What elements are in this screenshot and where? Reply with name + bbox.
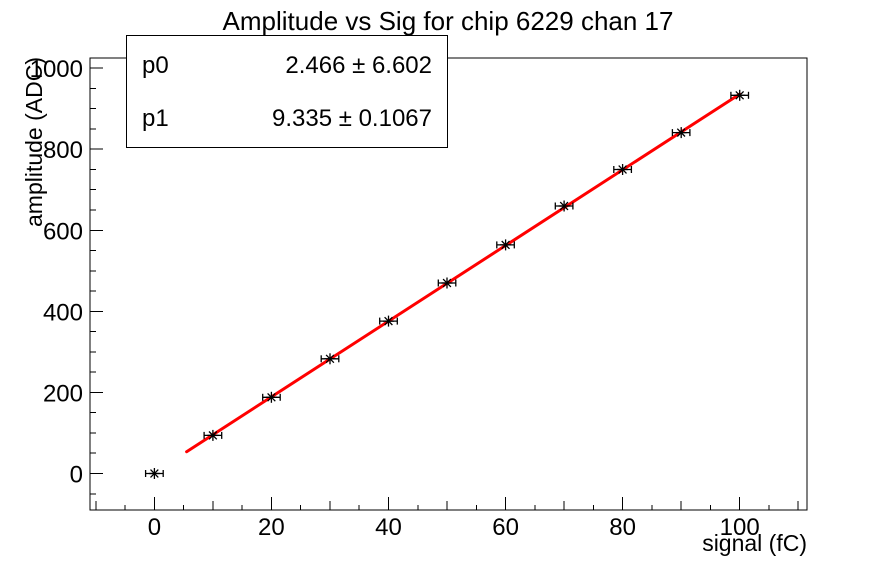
fit-line	[185, 92, 742, 454]
y-axis-title: amplitude (ADC)	[21, 57, 47, 227]
param-name-p1: p1	[142, 104, 169, 132]
x-tick-label: 100	[720, 514, 760, 541]
data-point	[320, 353, 340, 365]
fit-stats-box: p0 2.466 ± 6.602 p1 9.335 ± 0.1067	[126, 35, 448, 148]
data-point	[203, 429, 223, 441]
stats-row-p1: p1 9.335 ± 0.1067	[142, 92, 432, 145]
data-point	[262, 391, 281, 403]
y-tick-label: 600	[43, 218, 83, 245]
y-tick-label: 400	[43, 299, 83, 326]
x-tick-label: 60	[492, 514, 519, 541]
param-value-p0: 2.466 ± 6.602	[285, 51, 432, 79]
data-point	[671, 127, 691, 139]
y-tick-label: 800	[43, 137, 83, 164]
x-tick-label: 20	[258, 514, 285, 541]
param-value-p1: 9.335 ± 0.1067	[272, 104, 432, 132]
data-point	[379, 315, 398, 327]
y-tick-label: 1000	[30, 56, 83, 83]
data-point	[496, 239, 515, 251]
data-point	[730, 89, 750, 101]
x-axis-title: signal (fC)	[702, 530, 807, 556]
plot-frame	[89, 57, 808, 511]
param-name-p0: p0	[142, 51, 169, 79]
chart-title: Amplitude vs Sig for chip 6229 chan 17	[222, 6, 674, 36]
y-tick-label: 200	[43, 380, 83, 407]
data-point	[613, 164, 633, 175]
x-tick-label: 0	[148, 514, 161, 541]
y-tick-label: 0	[70, 462, 83, 489]
x-tick-label: 40	[375, 514, 402, 541]
data-point	[144, 468, 164, 479]
data-point	[554, 200, 574, 212]
stats-row-p0: p0 2.466 ± 6.602	[142, 39, 432, 92]
data-point	[437, 277, 457, 289]
x-tick-label: 80	[609, 514, 636, 541]
